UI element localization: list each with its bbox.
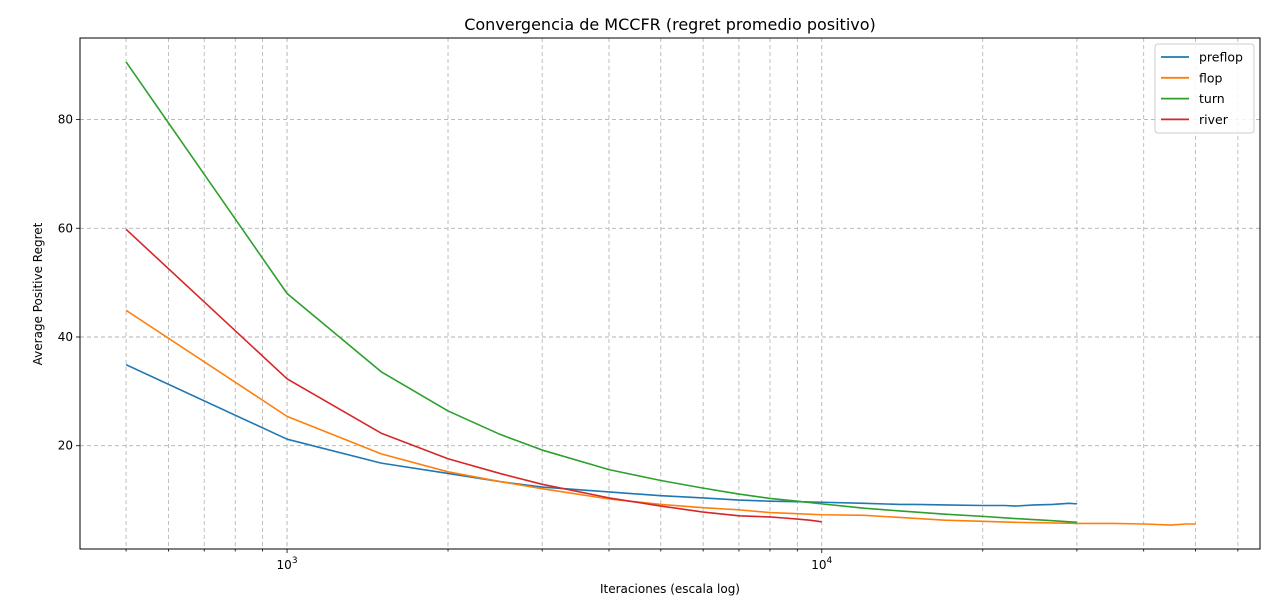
plot-frame bbox=[79, 37, 1261, 550]
y-tick-label: 20 bbox=[58, 439, 73, 453]
legend: preflop flop turn river bbox=[1154, 43, 1255, 134]
series-line-flop bbox=[125, 309, 1196, 526]
legend-label-flop: flop bbox=[1199, 70, 1223, 85]
legend-label-river: river bbox=[1199, 112, 1229, 127]
legend-label-turn: turn bbox=[1199, 91, 1225, 106]
x-tick-label: 104 bbox=[811, 556, 832, 572]
x-axis-title: Iteraciones (escala log) bbox=[600, 582, 740, 596]
y-tick-label: 40 bbox=[58, 330, 73, 344]
series-layer bbox=[125, 61, 1196, 526]
chart-title: Convergencia de MCCFR (regret promedio p… bbox=[464, 15, 876, 34]
y-tick-label: 60 bbox=[58, 221, 73, 235]
series-line-preflop bbox=[125, 363, 1077, 507]
legend-label-preflop: preflop bbox=[1199, 50, 1243, 65]
series-line-turn bbox=[125, 61, 1077, 524]
grid-lines bbox=[80, 38, 1260, 549]
y-axis-title: Average Positive Regret bbox=[31, 222, 45, 365]
y-tick-label: 80 bbox=[58, 113, 73, 127]
legend-box bbox=[1154, 43, 1255, 134]
series-line-river bbox=[125, 228, 822, 523]
x-tick-label: 103 bbox=[277, 556, 298, 572]
axis-ticks: 103 104 20 40 60 80 bbox=[58, 113, 1239, 572]
